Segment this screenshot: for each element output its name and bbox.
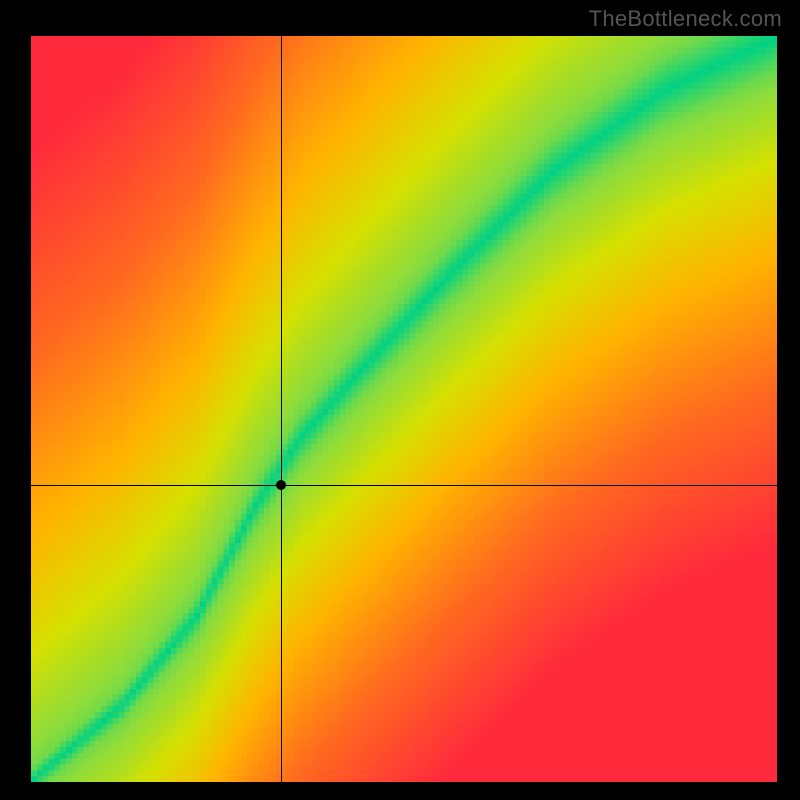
crosshair-vertical — [281, 36, 282, 782]
chart-frame: TheBottleneck.com — [0, 0, 800, 800]
bottleneck-heatmap — [31, 36, 777, 782]
heatmap-canvas — [31, 36, 777, 782]
crosshair-horizontal — [31, 485, 777, 486]
current-config-marker — [276, 480, 286, 490]
watermark-text: TheBottleneck.com — [589, 6, 782, 32]
